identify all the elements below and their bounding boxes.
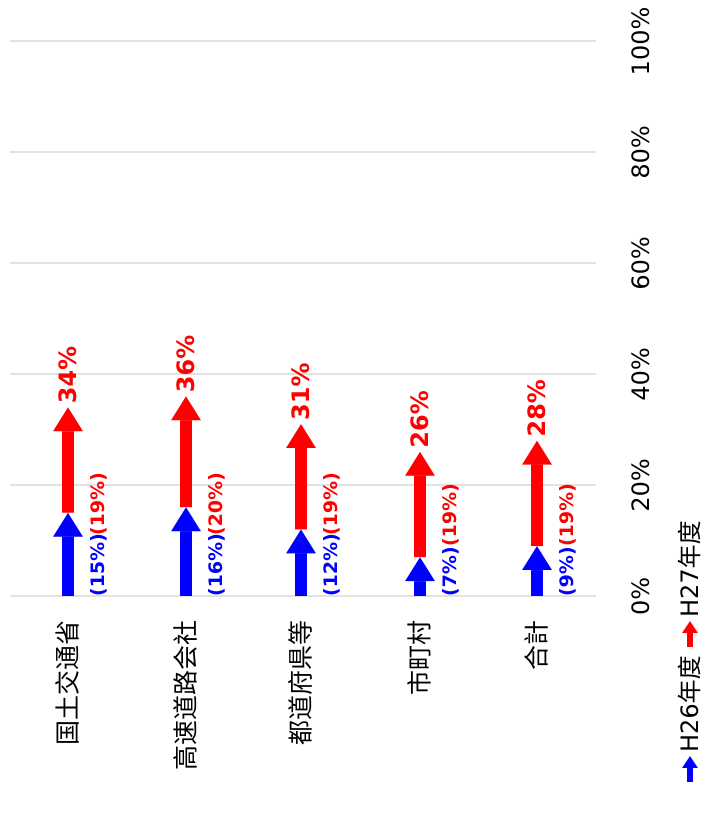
category-label: 合計	[523, 620, 552, 670]
h26-arrow	[286, 529, 316, 596]
h27-arrow-head	[522, 440, 552, 465]
increase-label: (19%)	[320, 472, 342, 535]
h26-arrow	[522, 546, 552, 596]
h26-arrow	[405, 557, 435, 596]
legend-group: H26年度 H27年度	[676, 520, 704, 782]
h26-value-label: (9%)	[556, 546, 578, 596]
h26-value-label: (16%)	[205, 533, 227, 596]
h27-value-label: 26%	[406, 390, 434, 447]
category-label: 都道府県等	[287, 620, 316, 745]
legend: H26年度 H27年度	[676, 520, 704, 782]
category-label: 国土交通省	[54, 620, 83, 745]
h27-arrow-shaft	[531, 464, 543, 547]
h27-arrow-shaft	[295, 447, 307, 530]
legend-h26-marker-shaft	[687, 766, 693, 782]
h26-value-label: (15%)	[87, 533, 109, 596]
h27-arrow	[405, 451, 435, 558]
h27-arrow-head	[53, 407, 83, 432]
h27-arrow-shaft	[180, 420, 192, 508]
tick-label: 60%	[627, 236, 655, 289]
tick-label: 100%	[627, 7, 655, 76]
legend-h27-marker-shaft	[687, 631, 693, 647]
value-axis: 0% 20% 40% 60% 80% 100%	[627, 7, 655, 615]
h27-arrow	[53, 407, 83, 513]
category-axis: 国土交通省 高速道路会社 都道府県等 市町村 合計	[54, 620, 552, 770]
h27-arrow-head	[171, 396, 201, 421]
h27-arrow-head	[405, 451, 435, 476]
h27-arrow-shaft	[414, 475, 426, 558]
h26-arrow-head	[522, 546, 552, 571]
tick-label: 20%	[627, 458, 655, 511]
h27-arrow	[171, 396, 201, 508]
h26-arrow-shaft	[531, 570, 543, 596]
category-label: 市町村	[406, 620, 435, 695]
tick-label: 0%	[627, 577, 655, 615]
legend-h27-marker-head	[682, 621, 698, 633]
legend-h27-label: H27年度	[676, 520, 704, 617]
h26-arrow	[53, 512, 83, 596]
h26-arrow-head	[53, 512, 83, 537]
h26-arrow-shaft	[62, 536, 74, 596]
h27-arrow-shaft	[62, 431, 74, 513]
legend-h26-label: H26年度	[676, 655, 704, 752]
tick-label: 80%	[627, 125, 655, 178]
increase-label: (20%)	[205, 472, 227, 535]
increase-label: (19%)	[439, 483, 461, 546]
h26-value-label: (12%)	[320, 533, 342, 596]
grid-lines	[10, 40, 596, 597]
h27-arrow-head	[286, 423, 316, 448]
h26-arrow-shaft	[180, 531, 192, 596]
h26-arrow-head	[286, 529, 316, 554]
h26-arrow-shaft	[414, 581, 426, 596]
h26-value-label: (7%)	[439, 546, 461, 596]
h27-arrow	[286, 423, 316, 530]
h27-value-label: 31%	[287, 362, 315, 419]
tick-label: 40%	[627, 347, 655, 400]
h26-arrow-head	[171, 507, 201, 532]
increase-label: (19%)	[87, 472, 109, 535]
h27-value-label: 34%	[54, 346, 82, 403]
h26-arrow-shaft	[295, 553, 307, 596]
category-label: 高速道路会社	[172, 620, 201, 770]
legend-h26-marker-head	[682, 756, 698, 768]
h27-value-label: 28%	[523, 379, 551, 436]
h26-arrow-head	[405, 557, 435, 582]
h27-value-label: 36%	[172, 335, 200, 392]
h26-arrow	[171, 507, 201, 596]
h27-arrow	[522, 440, 552, 547]
increase-label: (19%)	[556, 483, 578, 546]
chart-marks: 34%(15%)(19%)36%(16%)(20%)31%(12%)(19%)2…	[53, 335, 578, 596]
